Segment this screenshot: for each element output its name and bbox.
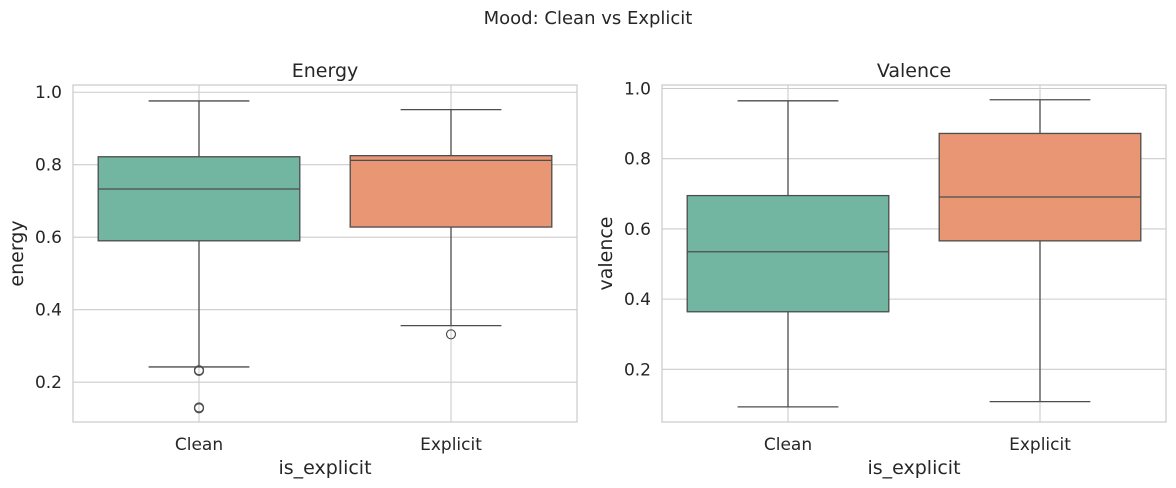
panel-valence: 0.2 0.4 0.6 0.8 1.0 Clean Explicit is_explicit v… <box>595 60 1167 479</box>
y-tick-label: 0.2 <box>624 360 651 380</box>
box-clean <box>97 100 301 414</box>
iqr-box <box>938 132 1142 242</box>
box-explicit <box>349 108 553 340</box>
box-explicit <box>938 99 1142 403</box>
y-tick-label: 0.6 <box>35 228 62 248</box>
box-clean <box>686 100 890 408</box>
panel-title: Valence <box>877 60 951 82</box>
y-tick-label: 0.2 <box>35 373 62 393</box>
y-axis-label: energy <box>6 220 28 286</box>
y-tick-label: 0.4 <box>35 301 62 321</box>
outlier-point <box>445 329 457 340</box>
y-tick-label: 0.8 <box>35 156 62 176</box>
panel-energy: 0.2 0.4 0.6 0.8 1.0 Clean Explicit is_explicit e… <box>6 60 578 479</box>
plot-frame <box>661 84 1167 423</box>
y-tick-label: 0.4 <box>624 290 651 310</box>
x-axis-label: is_explicit <box>867 457 960 479</box>
chart-panels: 0.2 0.4 0.6 0.8 1.0 Clean Explicit is_explicit e… <box>6 60 1167 479</box>
x-tick-label: Clean <box>175 435 223 455</box>
iqr-box <box>97 156 301 242</box>
y-tick-label: 0.8 <box>624 150 651 170</box>
figure-suptitle: Mood: Clean vs Explicit <box>484 8 693 29</box>
plot-frame <box>72 84 578 423</box>
x-tick-label: Explicit <box>420 435 482 455</box>
outlier-point <box>193 403 205 414</box>
x-tick-label: Explicit <box>1009 435 1071 455</box>
y-tick-label: 1.0 <box>35 83 62 103</box>
x-axis-label: is_explicit <box>278 457 371 479</box>
iqr-box <box>349 155 553 228</box>
y-tick-label: 1.0 <box>624 80 651 100</box>
y-tick-label: 0.6 <box>624 220 651 240</box>
y-axis-label: valence <box>595 216 617 290</box>
iqr-box <box>686 194 890 313</box>
outlier-point <box>193 365 205 377</box>
panel-title: Energy <box>292 60 359 82</box>
x-tick-label: Clean <box>764 435 812 455</box>
